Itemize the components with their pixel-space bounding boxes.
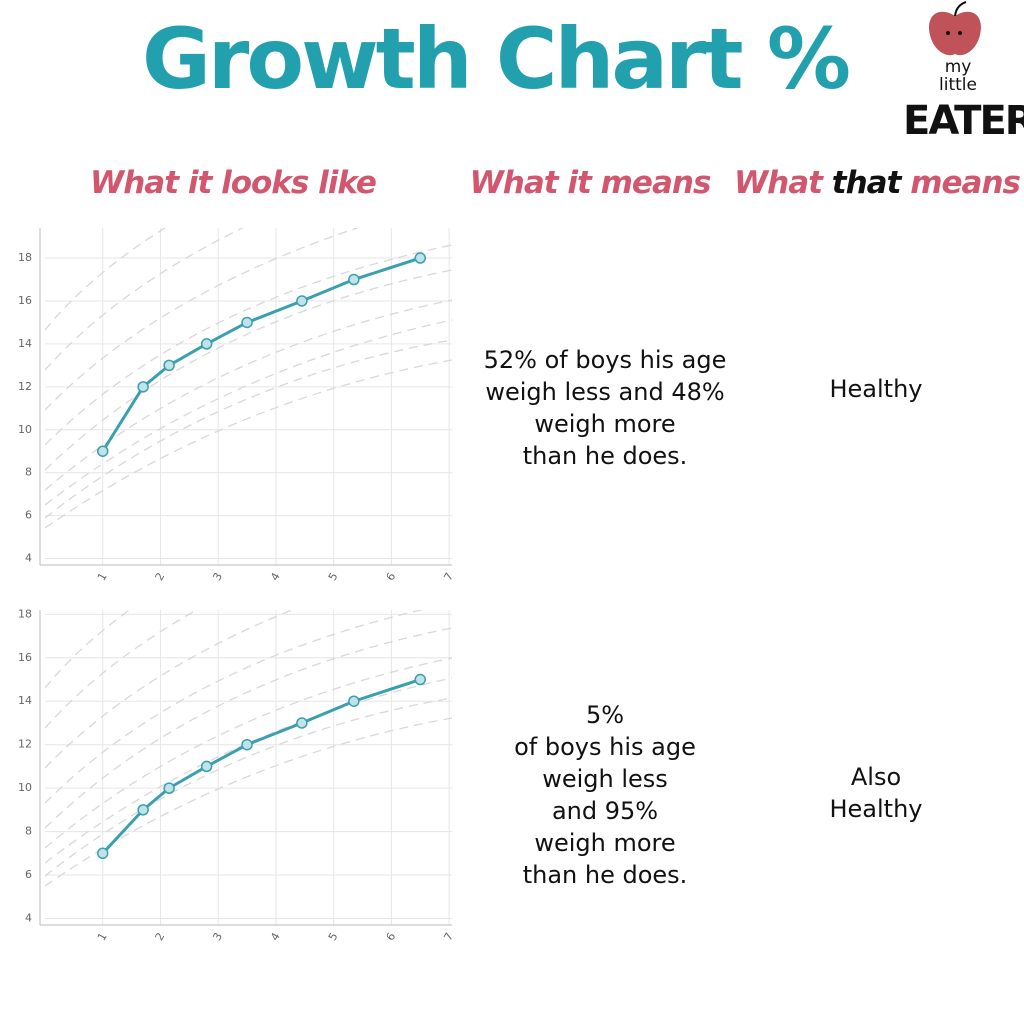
y-tick-label: 12 bbox=[18, 738, 32, 751]
text-line: Healthy bbox=[829, 795, 923, 823]
data-point bbox=[200, 338, 213, 350]
y-tick-label: 8 bbox=[25, 825, 32, 838]
text-line: than he does. bbox=[522, 861, 688, 889]
data-line bbox=[101, 256, 421, 453]
data-point bbox=[348, 273, 360, 286]
column-header: What it looks like bbox=[90, 165, 377, 201]
x-tick-label: 6 bbox=[384, 570, 399, 583]
x-tick-label: 2 bbox=[153, 570, 168, 583]
text-line: of boys his age bbox=[514, 733, 696, 761]
text-line: weigh less and 48% bbox=[485, 378, 725, 406]
text-line: 5% bbox=[585, 701, 625, 729]
text-line: weigh less bbox=[542, 765, 668, 793]
data-point bbox=[137, 381, 149, 393]
data-point bbox=[348, 695, 360, 707]
x-tick-label: 6 bbox=[384, 930, 399, 943]
x-tick-label: 5 bbox=[326, 570, 341, 583]
y-tick-label: 4 bbox=[25, 552, 32, 565]
text-line: Also bbox=[850, 763, 902, 791]
verdict-text: Also Healthy bbox=[776, 761, 976, 825]
header-part: that bbox=[831, 165, 902, 201]
data-point bbox=[296, 717, 308, 729]
text-line: weigh more bbox=[534, 829, 676, 857]
text-line: Healthy bbox=[829, 375, 923, 403]
data-line bbox=[101, 678, 421, 855]
logo-text: little bbox=[939, 75, 977, 95]
text-line: weigh more bbox=[534, 410, 676, 438]
header-part: What bbox=[733, 165, 823, 201]
text-line: 52% of boys his age bbox=[483, 346, 727, 374]
y-tick-label: 4 bbox=[25, 911, 32, 924]
logo-text: my bbox=[944, 57, 972, 77]
y-tick-label: 12 bbox=[18, 380, 32, 393]
data-point bbox=[414, 252, 426, 264]
x-tick-label: 3 bbox=[210, 930, 225, 943]
header-part: means bbox=[910, 165, 1021, 201]
x-tick-label: 1 bbox=[95, 570, 110, 583]
y-tick-label: 16 bbox=[18, 651, 32, 664]
y-tick-label: 10 bbox=[18, 781, 32, 794]
title: Growth Chart % bbox=[141, 10, 851, 108]
x-tick-label: 1 bbox=[95, 930, 110, 943]
percentile-curves bbox=[45, 610, 452, 887]
y-tick-label: 18 bbox=[18, 251, 32, 264]
data-point bbox=[241, 738, 253, 751]
y-tick-label: 8 bbox=[25, 466, 32, 479]
data-point bbox=[296, 295, 308, 307]
data-point bbox=[137, 804, 149, 816]
data-point bbox=[163, 359, 175, 372]
x-tick-label: 7 bbox=[441, 930, 456, 943]
meaning-text: 52% of boys his age weigh less and 48% wei… bbox=[455, 344, 755, 472]
y-tick-label: 16 bbox=[18, 294, 32, 307]
logo-apple bbox=[929, 1, 981, 56]
y-tick-label: 14 bbox=[18, 694, 32, 707]
column-header: What it means bbox=[469, 165, 712, 201]
text-line: and 95% bbox=[551, 797, 659, 825]
percentile-curves bbox=[45, 228, 452, 529]
data-point bbox=[200, 760, 213, 773]
x-tick-label: 4 bbox=[268, 930, 283, 943]
y-tick-label: 18 bbox=[18, 607, 32, 620]
x-tick-label: 7 bbox=[441, 570, 456, 583]
data-point bbox=[96, 445, 109, 457]
y-tick-label: 6 bbox=[25, 868, 32, 881]
data-point bbox=[414, 673, 426, 686]
meaning-text: 5% of boys his age weigh less and 95% weigh … bbox=[455, 699, 755, 891]
x-tick-label: 2 bbox=[153, 930, 168, 943]
data-point bbox=[163, 782, 175, 794]
y-tick-label: 6 bbox=[25, 509, 32, 522]
text-line: than he does. bbox=[522, 442, 688, 470]
x-tick-label: 3 bbox=[210, 570, 225, 583]
x-tick-label: 4 bbox=[268, 570, 283, 583]
y-tick-label: 10 bbox=[18, 423, 32, 436]
data-point bbox=[241, 316, 253, 329]
logo-text: EATER bbox=[903, 98, 1024, 144]
verdict-text: Healthy bbox=[776, 373, 976, 405]
column-header: What that means bbox=[722, 165, 1024, 201]
data-point bbox=[96, 847, 109, 860]
y-tick-label: 14 bbox=[18, 337, 32, 350]
x-tick-label: 5 bbox=[326, 930, 341, 943]
